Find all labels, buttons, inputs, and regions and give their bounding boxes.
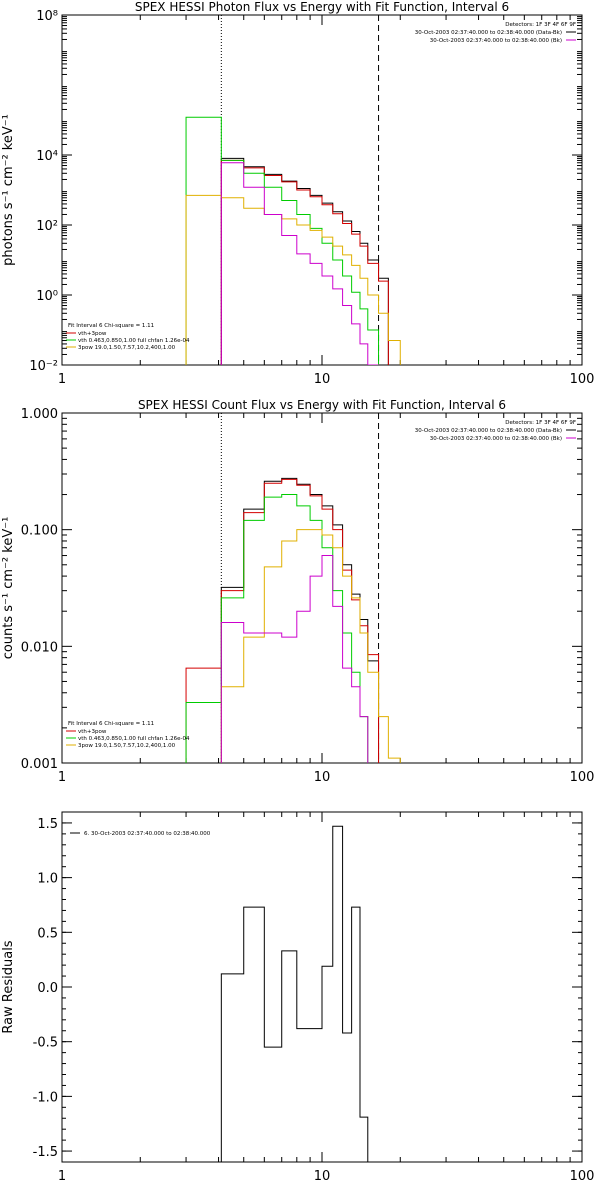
x-tick-label: 1 [58,1169,66,1184]
legend-entry-label: vth 0.463,0.850,1.00 full chfan 1.26e-04 [78,736,190,742]
y-tick-label: 10² [36,219,58,234]
series-6-30-oct-2003-02-37-40-000-to-02-38-40-000 [220,825,369,1162]
legend-right: Detectors: 1F 3F 4F 6F 9F 30-Oct-2003 02:… [415,22,576,44]
legend-entry-label: vth 0.463,0.850,1.00 full chfan 1.26e-04 [78,338,190,344]
y-tick-label: -0.5 [33,1036,58,1051]
y-tick-label: 10⁻² [29,359,58,374]
legend-fit-header: Fit Interval 6 Chi-square = 1.11 [68,323,154,329]
y-axis-label: counts s⁻¹ cm⁻² keV⁻¹ [1,517,16,660]
y-axis-label: Raw Residuals [1,940,16,1033]
legend-entry-label: 3pow 19.0,1.50,7.57,10.2,400,1.00 [78,743,176,749]
legend-entry-label: vth+3pow [78,331,107,337]
series-vth [185,116,380,365]
series-vth-3pow [220,159,389,365]
y-axis-label: photons s⁻¹ cm⁻² keV⁻¹ [1,114,16,266]
series-3pow [185,194,401,365]
y-tick-label: -1.0 [33,1090,58,1105]
legend-left: Fit Interval 6 Chi-square = 1.11 vth+3pow… [66,323,190,351]
series-group [220,825,369,1162]
legend-detectors: Detectors: 1F 3F 4F 6F 9F [505,22,576,28]
series-vth-3pow [185,478,380,763]
chart-title: SPEX HESSI Count Flux vs Energy with Fit… [138,398,506,412]
series-3pow [220,529,401,763]
legend-entry-label: 30-Oct-2003 02:37:40.000 to 02:38:40.000… [430,436,562,442]
legend-entry-label: 30-Oct-2003 02:37:40.000 to 02:38:40.000… [415,428,562,434]
y-tick-label: 0.010 [21,640,58,655]
chart-panel-2: SPEX HESSI Count Flux vs Energy with Fit… [1,398,594,785]
y-tick-label: 1.000 [21,407,58,422]
series-vth [185,494,369,763]
x-tick-label: 100 [570,770,595,785]
legend-entry-label: vth+3pow [78,729,107,735]
y-tick-label: 0.0 [37,981,58,996]
y-tick-label: 1.5 [37,817,58,832]
chart-panel-3: Raw Residuals 1 10 100 -1.5 -1.0 -0.5 0.0 0.5 1.0… [1,811,595,1184]
y-tick-label: 10⁴ [36,149,58,164]
x-tick-label: 100 [570,372,595,387]
y-tick-label: 0.001 [21,757,58,772]
x-tick-label: 100 [570,1169,595,1184]
legend-right: Detectors: 1F 3F 4F 6F 9F 30-Oct-2003 02:… [415,420,576,442]
y-tick-label: 10⁸ [36,9,58,24]
x-tick-label: 1 [58,770,66,785]
legend-entry-label: 6. 30-Oct-2003 02:37:40.000 to 02:38:40.… [84,831,211,837]
y-tick-label: 0.5 [37,926,58,941]
series-bk [220,555,369,763]
series-bk [220,162,380,365]
chart-title: SPEX HESSI Photon Flux vs Energy with Fi… [135,0,509,14]
legend-entry-label: 3pow 19.0,1.50,7.57,10.2,400,1.00 [78,345,176,351]
y-tick-label: 1.0 [37,872,58,887]
x-tick-label: 10 [314,770,331,785]
legend-left: Fit Interval 6 Chi-square = 1.11 vth+3pow… [66,721,190,749]
y-tick-label: -1.5 [33,1145,58,1160]
x-tick-label: 1 [58,372,66,387]
x-tick-label: 10 [314,372,331,387]
plot-frame [61,412,583,764]
legend-entry-label: 30-Oct-2003 02:37:40.000 to 02:38:40.000… [430,38,562,44]
legend-entry-label: 30-Oct-2003 02:37:40.000 to 02:38:40.000… [415,30,562,36]
legend: 6. 30-Oct-2003 02:37:40.000 to 02:38:40.… [70,831,211,837]
y-tick-label: 10⁰ [36,289,58,304]
plot-frame [61,14,583,366]
chart-panel-1: SPEX HESSI Photon Flux vs Energy with Fi… [1,0,594,387]
series-group [185,116,401,365]
legend-fit-header: Fit Interval 6 Chi-square = 1.11 [68,721,154,727]
y-tick-label: 0.100 [21,524,58,539]
series-group [185,477,401,763]
legend-detectors: Detectors: 1F 3F 4F 6F 9F [505,420,576,426]
x-tick-label: 10 [314,1169,331,1184]
series-data-bk [220,477,380,763]
